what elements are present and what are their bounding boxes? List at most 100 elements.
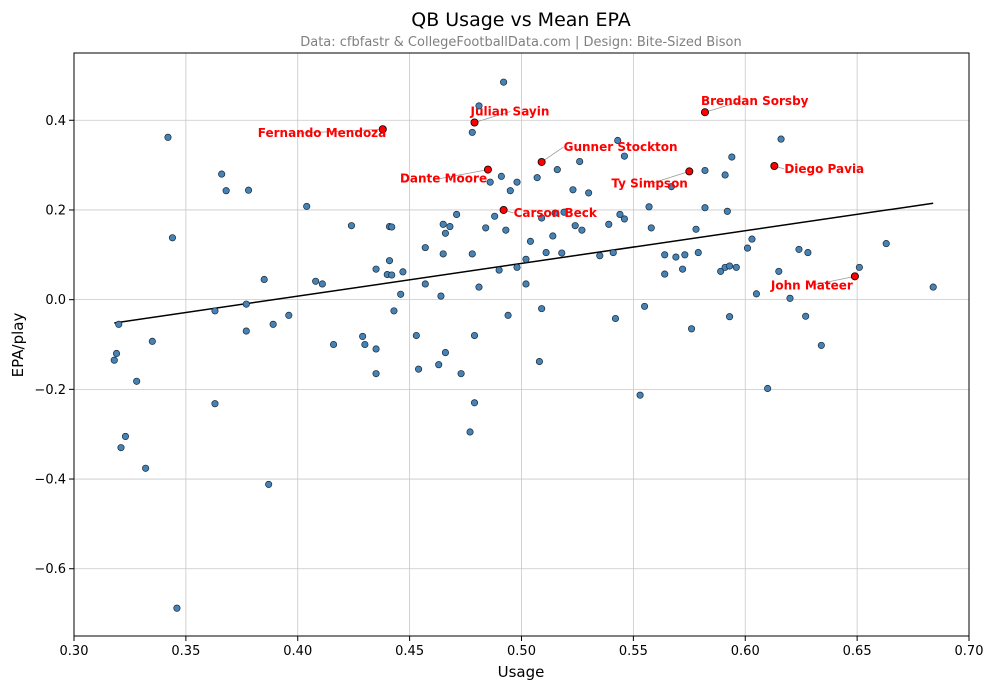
data-point — [777, 135, 785, 143]
data-point — [661, 270, 669, 278]
data-point — [359, 332, 367, 340]
data-point — [645, 203, 653, 211]
x-tick-label: 0.40 — [283, 644, 312, 659]
data-point — [218, 170, 226, 178]
data-point — [620, 152, 628, 160]
label-leader — [541, 146, 564, 163]
data-point — [437, 292, 445, 300]
data-point — [802, 312, 810, 320]
data-point — [611, 314, 620, 323]
y-tick-label: −0.6 — [34, 562, 66, 577]
chart-subtitle: Data: cfbfastr & CollegeFootballData.com… — [300, 35, 742, 50]
y-tick-label: 0.0 — [45, 293, 66, 308]
data-point — [522, 255, 530, 263]
data-point — [265, 480, 273, 488]
data-point — [244, 186, 253, 194]
data-point — [242, 300, 250, 308]
x-tick-label: 0.60 — [731, 644, 760, 659]
highlight-label: Brendan Sorsby — [701, 94, 809, 108]
data-point — [441, 349, 449, 357]
data-point — [694, 249, 702, 257]
data-point — [211, 400, 219, 408]
data-point — [855, 263, 863, 271]
data-point — [620, 215, 628, 223]
data-point — [672, 253, 680, 261]
data-point — [115, 320, 123, 328]
data-point — [605, 220, 613, 228]
data-point — [173, 604, 181, 612]
data-point — [435, 361, 443, 369]
data-point — [743, 244, 752, 252]
data-point — [504, 311, 512, 319]
data-point — [614, 136, 622, 145]
data-point — [148, 337, 156, 345]
y-tick-label: −0.2 — [34, 383, 66, 398]
data-point — [482, 224, 490, 232]
highlight-point — [499, 205, 508, 214]
data-point — [569, 186, 577, 194]
data-point — [211, 307, 219, 315]
data-point — [616, 210, 624, 218]
data-point — [641, 302, 649, 310]
data-point — [168, 234, 177, 242]
y-tick-label: 0.4 — [45, 114, 66, 129]
data-point — [372, 370, 380, 378]
data-point — [415, 365, 423, 373]
data-points — [110, 78, 937, 612]
data-point — [636, 391, 644, 399]
data-point — [347, 222, 356, 230]
data-point — [522, 280, 530, 288]
x-tick-label: 0.45 — [395, 644, 424, 659]
data-point — [726, 262, 734, 270]
data-point — [506, 187, 514, 195]
data-point — [571, 222, 579, 230]
data-point — [513, 178, 521, 186]
data-point — [558, 249, 566, 257]
data-point — [497, 172, 505, 180]
x-axis-label: Usage — [498, 663, 545, 681]
data-point — [468, 128, 476, 136]
data-point — [578, 226, 586, 234]
label-leader — [297, 128, 383, 134]
data-point — [112, 349, 121, 358]
data-point — [491, 212, 499, 220]
highlight-point — [470, 118, 479, 127]
data-point — [142, 464, 150, 472]
data-point — [470, 331, 479, 340]
data-point — [441, 229, 449, 237]
data-point — [701, 204, 709, 212]
data-point — [390, 307, 398, 315]
data-point — [692, 225, 700, 233]
data-point — [397, 290, 405, 298]
data-point — [388, 271, 396, 279]
data-point — [732, 263, 740, 271]
data-point — [679, 265, 687, 273]
data-point — [412, 331, 420, 340]
data-point — [457, 370, 465, 378]
highlight-label: Gunner Stockton — [564, 140, 678, 154]
data-point — [446, 223, 454, 231]
plot-frame — [73, 52, 970, 637]
data-point — [303, 202, 311, 210]
data-point — [576, 157, 584, 166]
data-point — [133, 377, 141, 385]
grid — [73, 53, 970, 636]
data-point — [475, 283, 483, 291]
data-point — [726, 313, 734, 321]
x-tick-label: 0.65 — [843, 644, 872, 659]
highlight-point — [770, 162, 779, 171]
data-point — [681, 251, 689, 259]
data-point — [929, 283, 937, 291]
data-point — [723, 207, 731, 215]
data-point — [372, 345, 380, 353]
data-point — [748, 235, 756, 243]
data-point — [329, 340, 338, 349]
y-tick-label: 0.2 — [45, 203, 66, 218]
data-point — [764, 384, 772, 392]
highlight-point — [685, 167, 694, 176]
highlight-label: John Mateer — [770, 278, 853, 292]
data-point — [526, 237, 535, 245]
data-point — [399, 268, 407, 276]
data-point — [285, 311, 293, 319]
